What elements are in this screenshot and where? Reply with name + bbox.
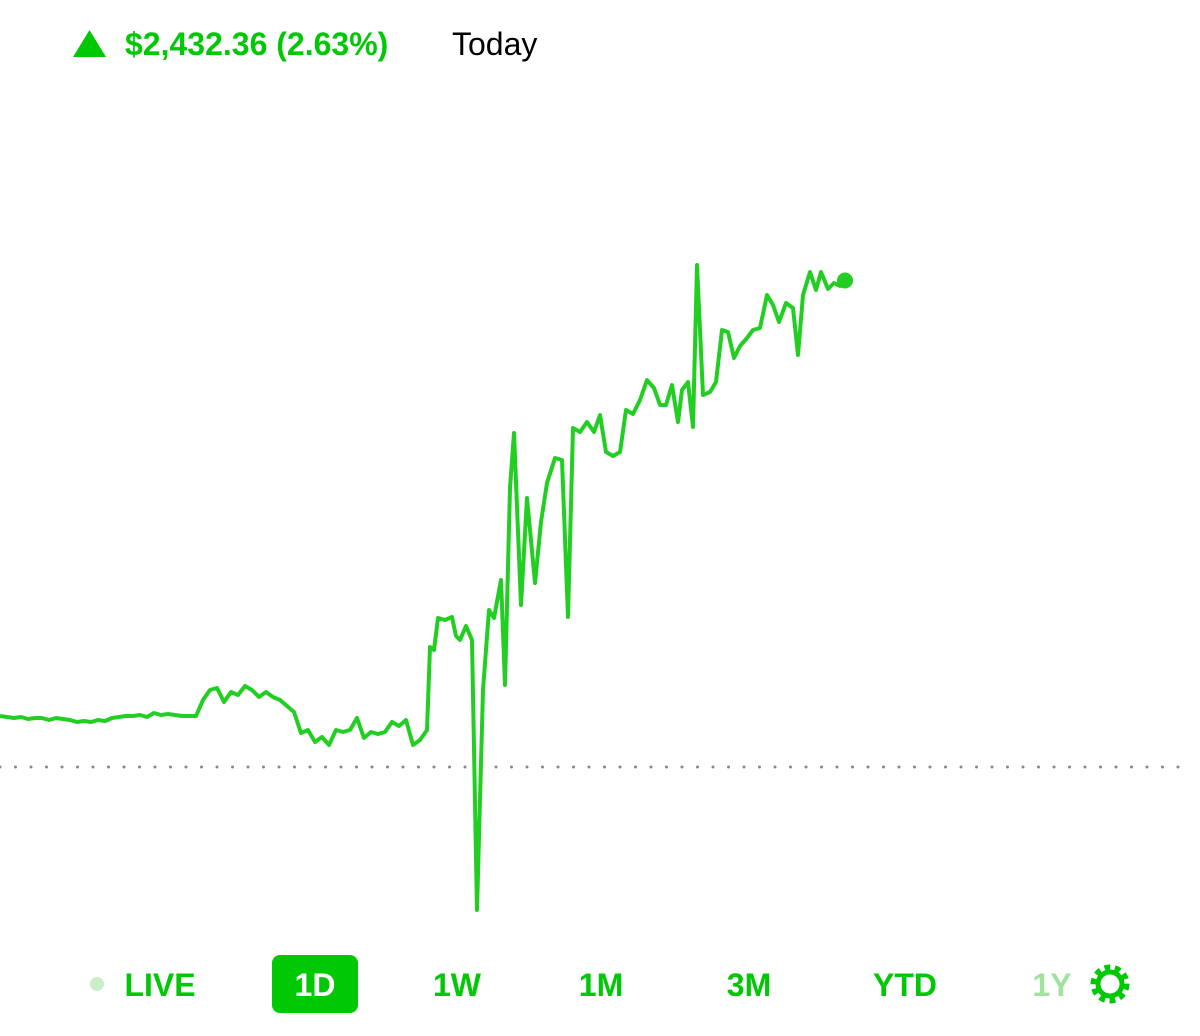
period-label: Today xyxy=(452,26,537,62)
up-arrow xyxy=(73,30,106,57)
selected-bg xyxy=(272,955,358,1013)
range-button[interactable]: YTD xyxy=(873,967,937,1003)
range-label: 1D xyxy=(295,967,336,1003)
live-dot xyxy=(90,977,104,991)
range-button[interactable]: 3M xyxy=(727,967,771,1003)
gear-ring xyxy=(1095,969,1125,999)
change-label: $2,432.36 (2.63%) xyxy=(125,26,388,62)
range-button[interactable]: 1M xyxy=(579,967,623,1003)
settings-icon[interactable] xyxy=(1090,964,1130,1004)
current-price-dot xyxy=(837,272,853,289)
range-label: 3M xyxy=(727,967,771,1003)
range-label: LIVE xyxy=(124,967,195,1003)
price-line xyxy=(0,263,847,912)
range-button[interactable]: 1Y xyxy=(1032,967,1071,1003)
range-button[interactable]: LIVE xyxy=(90,967,196,1003)
range-button[interactable]: 1D xyxy=(272,955,358,1013)
range-button[interactable]: 1W xyxy=(433,967,482,1003)
range-label: YTD xyxy=(873,967,937,1003)
range-label: 1M xyxy=(579,967,623,1003)
range-label: 1Y xyxy=(1032,967,1071,1003)
gear-teeth xyxy=(1090,964,1130,1004)
range-label: 1W xyxy=(433,967,482,1003)
